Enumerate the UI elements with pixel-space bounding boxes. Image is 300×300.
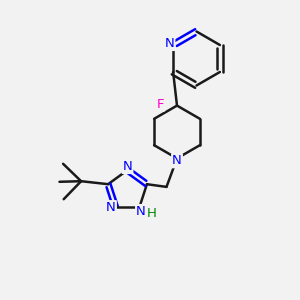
Text: N: N (165, 37, 174, 50)
Text: N: N (123, 160, 132, 173)
Text: F: F (157, 98, 164, 111)
Text: N: N (136, 205, 146, 218)
Text: H: H (147, 207, 157, 220)
Text: N: N (106, 201, 116, 214)
Text: N: N (172, 154, 182, 167)
